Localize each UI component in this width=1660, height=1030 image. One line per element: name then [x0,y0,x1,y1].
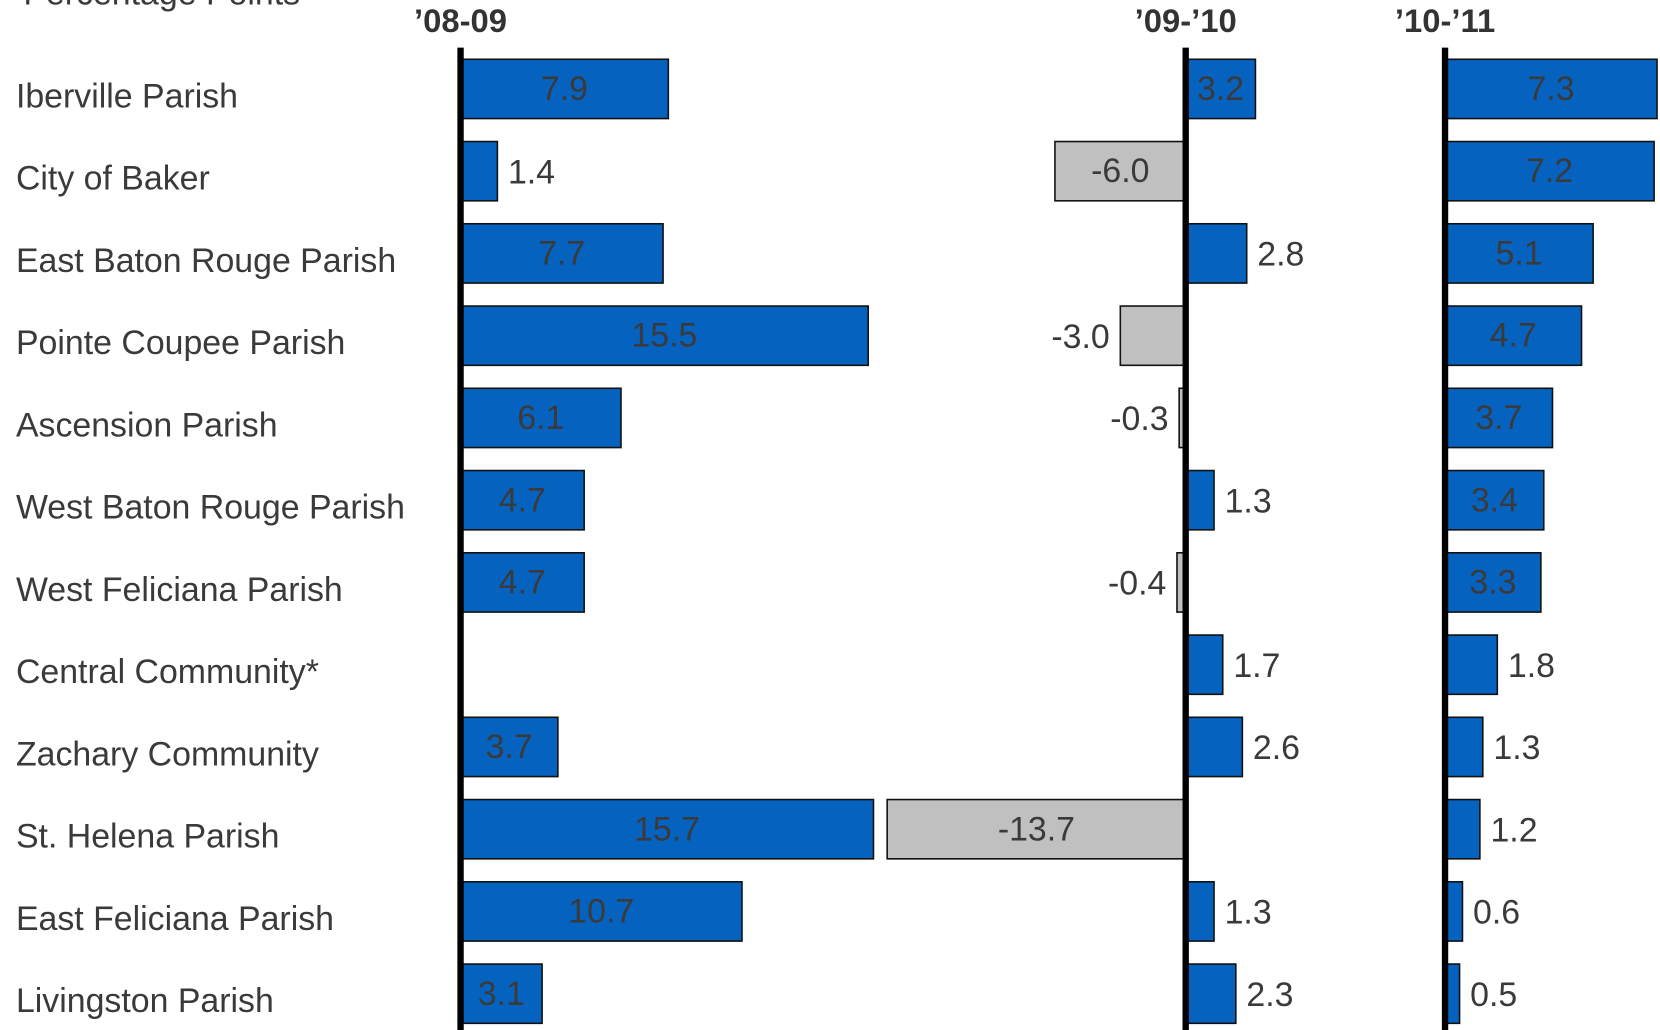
value-label: 1.3 [1225,894,1272,932]
value-label: 3.3 [1469,564,1516,602]
category-label: East Baton Rouge Parish [16,242,396,280]
panel-header: ’08-09 [414,2,507,39]
value-label: 2.6 [1253,729,1300,767]
value-label: 1.4 [508,153,555,191]
bar [1444,798,1481,860]
bar [459,222,664,284]
bar [459,58,670,120]
value-label: -3.0 [1051,318,1109,356]
category-label: Livingston Parish [16,982,274,1020]
category-label: Ascension Parish [16,406,278,444]
category-label: East Feliciana Parish [16,900,334,938]
bar [1184,222,1248,284]
value-label: 0.5 [1470,976,1517,1014]
bar [1444,469,1545,531]
value-label: 4.7 [499,564,546,602]
category-label: City of Baker [16,160,210,198]
bar [459,963,543,1025]
bar [886,798,1187,860]
bar [459,387,622,449]
category-label: Central Community* [16,653,319,691]
value-label: 7.2 [1526,152,1573,190]
category-label: Zachary Community [16,735,319,773]
bar [1444,140,1655,202]
value-label: -0.4 [1108,565,1166,603]
panel-header: ’09-’10 [1135,2,1237,39]
value-label: 3.7 [486,728,533,766]
value-label: 1.3 [1225,482,1272,520]
value-label: 3.7 [1475,399,1522,437]
category-label: Pointe Coupee Parish [16,324,345,362]
value-label: 0.6 [1473,894,1520,932]
bar [1184,716,1244,778]
bar [1119,305,1187,367]
bar [459,716,559,778]
value-label: 2.3 [1246,976,1293,1014]
value-label: 6.1 [517,399,564,437]
bar [1184,58,1257,120]
value-label: 7.7 [538,234,585,272]
value-label: 7.9 [541,70,588,108]
bar [1444,305,1583,367]
panel-header: ’10-’11 [1395,2,1495,39]
value-label: -6.0 [1091,152,1149,190]
bar [1184,881,1215,942]
value-label: 4.7 [499,481,546,519]
category-label: West Feliciana Parish [16,571,343,609]
value-label: 5.1 [1496,234,1543,272]
bar [1444,551,1542,613]
value-label: 3.1 [478,975,525,1013]
value-label: 15.7 [634,810,700,848]
value-label: 2.8 [1257,236,1304,274]
bar [1444,716,1484,778]
bar [1184,963,1237,1025]
axis-label: Percentage Points [23,0,300,13]
value-label: 15.5 [631,317,697,355]
category-label: West Baton Rouge Parish [16,489,405,527]
value-label: -13.7 [998,810,1075,848]
bar [459,140,499,202]
bar [1184,634,1224,696]
category-label: Iberville Parish [16,77,238,115]
bar [1444,634,1499,696]
bar [1184,469,1215,531]
value-label: 10.7 [568,893,634,931]
bar [1444,387,1554,449]
value-label: 1.2 [1490,811,1537,849]
value-label: 3.4 [1471,481,1518,519]
value-label: 1.3 [1493,729,1540,767]
bar [459,469,585,531]
bar [1444,222,1594,284]
value-label: 1.8 [1508,647,1555,685]
category-label: St. Helena Parish [16,818,280,856]
value-label: 1.7 [1233,647,1280,685]
value-label: 4.7 [1490,317,1537,355]
bar [459,305,870,367]
value-label: 7.3 [1527,70,1574,108]
value-label: -0.3 [1110,400,1168,438]
value-label: 3.2 [1197,70,1244,108]
